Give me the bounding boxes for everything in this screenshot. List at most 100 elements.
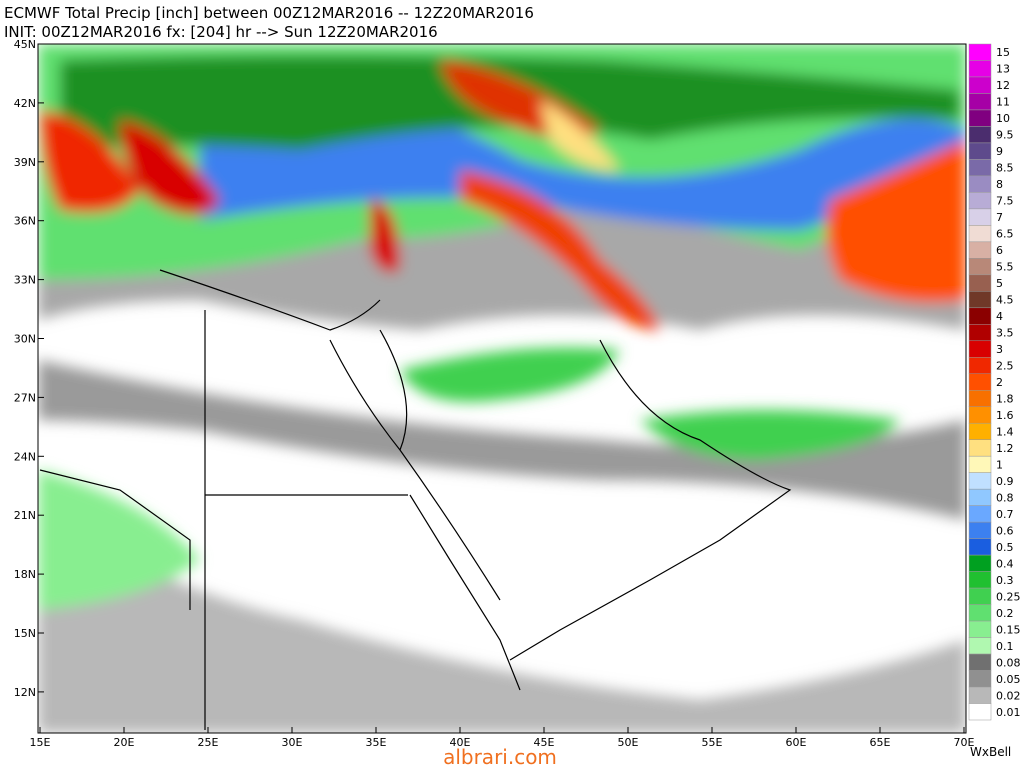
legend-label: 0.2	[996, 607, 1014, 620]
legend-swatch	[968, 521, 992, 539]
lon-label: 45E	[534, 736, 555, 749]
legend-swatch	[968, 703, 992, 721]
title: ECMWF Total Precip [inch] between 00Z12M…	[4, 4, 534, 22]
legend-swatch	[968, 637, 992, 655]
legend-label: 9.5	[996, 129, 1014, 142]
lat-label: 36N	[14, 215, 36, 228]
lon-label: 35E	[366, 736, 387, 749]
legend-swatch	[968, 357, 992, 375]
legend-swatch	[968, 538, 992, 556]
lon-label: 50E	[618, 736, 639, 749]
legend-label: 10	[996, 112, 1010, 125]
legend-label: 12	[996, 79, 1010, 92]
legend-label: 1.8	[996, 392, 1014, 405]
legend-swatch	[968, 225, 992, 243]
legend-label: 0.01	[996, 706, 1021, 719]
legend-swatch	[968, 373, 992, 391]
legend-swatch	[968, 620, 992, 638]
legend-swatch	[968, 192, 992, 210]
legend-label: 13	[996, 63, 1010, 76]
legend-label: 0.02	[996, 689, 1021, 702]
lon-label: 15E	[30, 736, 51, 749]
legend-label: 2	[996, 376, 1003, 389]
lon-axis: 15E 20E 25E 30E 35E 40E 45E 50E 55E 60E 65E 70E	[30, 727, 975, 749]
lat-label: 30N	[14, 333, 36, 346]
legend-swatch	[968, 571, 992, 589]
legend-label: 6	[996, 244, 1003, 257]
borders	[39, 269, 792, 730]
legend-swatch	[968, 340, 992, 358]
legend-label: 0.08	[996, 656, 1021, 669]
legend-label: 8.5	[996, 162, 1014, 175]
legend-label: 0.9	[996, 475, 1014, 488]
legend-label: 0.6	[996, 524, 1014, 537]
legend-swatch	[968, 43, 992, 61]
legend-label: 0.25	[996, 590, 1021, 603]
legend-swatch	[968, 241, 992, 259]
legend-swatch	[968, 109, 992, 127]
legend-swatch	[968, 60, 992, 78]
legend-label: 0.1	[996, 640, 1014, 653]
legend-label: 0.8	[996, 491, 1014, 504]
legend-swatch	[968, 670, 992, 688]
lat-label: 33N	[14, 274, 36, 287]
legend-swatch	[968, 472, 992, 490]
lat-label: 18N	[14, 568, 36, 581]
lat-label: 15N	[14, 627, 36, 640]
lat-label: 45N	[14, 38, 36, 51]
map-frame	[37, 43, 967, 734]
legend-label: 5	[996, 277, 1003, 290]
legend-swatch	[968, 208, 992, 226]
legend-swatch	[968, 554, 992, 572]
legend-label: 3.5	[996, 327, 1014, 340]
legend-label: 7.5	[996, 195, 1014, 208]
legend-label: 0.15	[996, 623, 1021, 636]
legend-label: 4.5	[996, 294, 1014, 307]
legend-label: 5.5	[996, 261, 1014, 274]
legend-label: 4	[996, 310, 1003, 323]
legend-label: 8	[996, 178, 1003, 191]
legend-swatch	[968, 159, 992, 177]
legend-swatch	[968, 175, 992, 193]
legend-swatch	[968, 389, 992, 407]
legend-swatch	[968, 422, 992, 440]
legend-swatch	[968, 406, 992, 424]
legend-swatch	[968, 291, 992, 309]
legend-label: 0.7	[996, 508, 1014, 521]
legend-label: 0.4	[996, 557, 1014, 570]
lat-label: 42N	[14, 97, 36, 110]
legend-swatch	[968, 587, 992, 605]
legend-label: 0.05	[996, 673, 1021, 686]
legend-label: 0.5	[996, 541, 1014, 554]
lat-label: 12N	[14, 686, 36, 699]
legend-label: 11	[996, 96, 1010, 109]
legend-label: 9	[996, 145, 1003, 158]
lat-axis: 45N 42N 39N 36N 33N 30N 27N 24N 21N 18N 15N 12N	[14, 38, 44, 699]
legend-swatch	[968, 455, 992, 473]
lon-label: 55E	[702, 736, 723, 749]
legend-swatch	[968, 439, 992, 457]
lon-label: 20E	[114, 736, 135, 749]
lon-label: 30E	[282, 736, 303, 749]
lat-label: 24N	[14, 450, 36, 463]
lat-label: 27N	[14, 391, 36, 404]
lon-label: 65E	[870, 736, 891, 749]
legend-label: 1.6	[996, 409, 1014, 422]
legend-swatch	[968, 93, 992, 111]
legend-swatch	[968, 324, 992, 342]
lon-label: 60E	[786, 736, 807, 749]
legend-label: 1.4	[996, 425, 1014, 438]
legend-label: 7	[996, 211, 1003, 224]
legend-swatch	[968, 258, 992, 276]
legend-swatch	[968, 76, 992, 94]
legend-label: 6.5	[996, 228, 1014, 241]
lon-label: 25E	[198, 736, 219, 749]
lat-label: 39N	[14, 156, 36, 169]
legend-label: 15	[996, 46, 1010, 59]
legend-swatch	[968, 505, 992, 523]
brand: WxBell	[970, 745, 1011, 759]
legend-label: 1	[996, 458, 1003, 471]
lon-label: 40E	[450, 736, 471, 749]
legend-swatch	[968, 307, 992, 325]
